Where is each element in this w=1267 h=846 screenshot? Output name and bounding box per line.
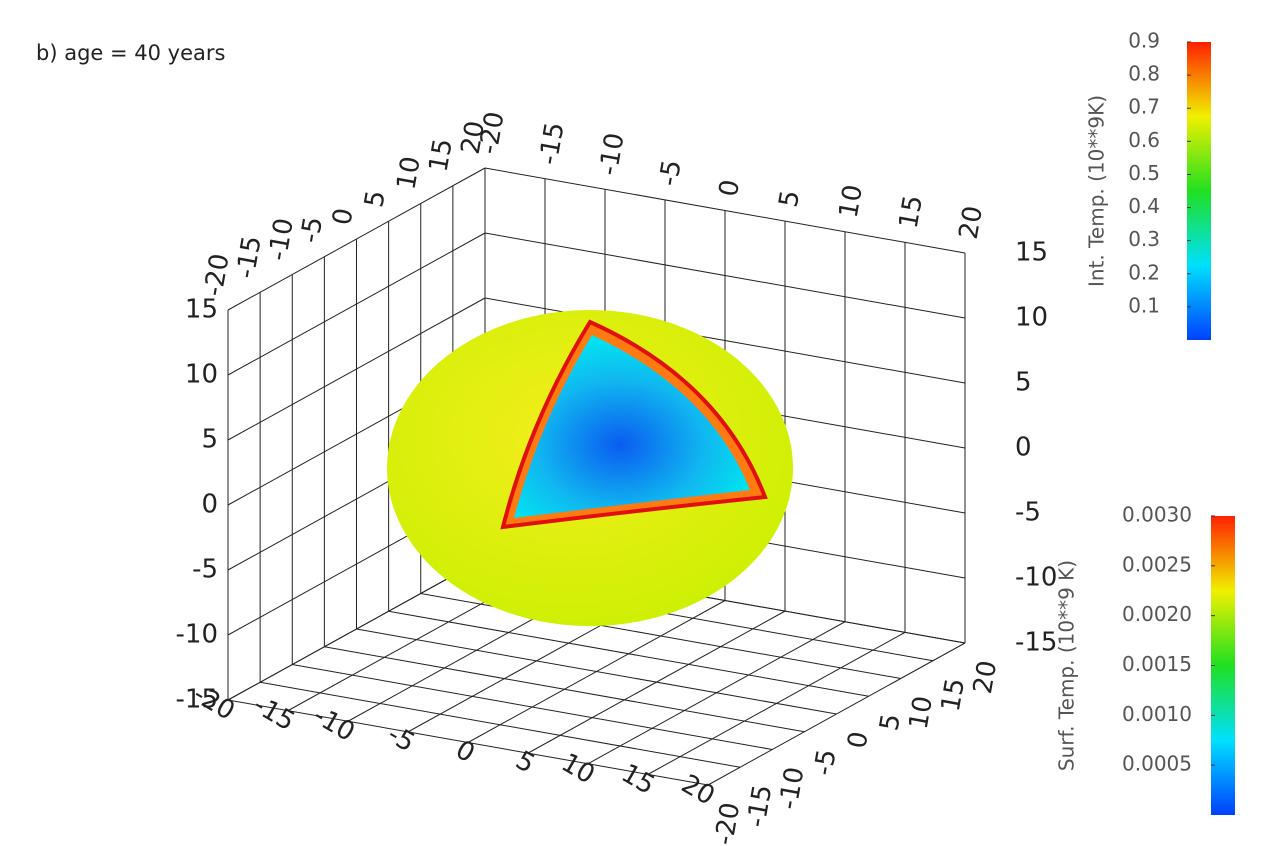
y-tick-label: 0 bbox=[842, 729, 874, 751]
grid-line bbox=[324, 646, 805, 733]
x-tick-label: -15 bbox=[534, 120, 571, 167]
y-tick-label: 5 bbox=[874, 712, 906, 734]
cutaway-core bbox=[514, 335, 750, 518]
x-tick-label: -20 bbox=[474, 109, 511, 156]
y-tick-label: -10 bbox=[774, 765, 811, 812]
colorbar-tick-label: 0.8 bbox=[1128, 62, 1160, 86]
colorbar-tick-label: 0.0015 bbox=[1122, 652, 1192, 676]
x-tick-label: 10 bbox=[556, 748, 600, 791]
colorbar-label: Int. Temp. (10**9K) bbox=[1085, 95, 1109, 287]
grid-line bbox=[356, 628, 837, 715]
y-tick-label: -5 bbox=[295, 215, 329, 246]
z-tick-label: 5 bbox=[201, 425, 218, 455]
chart-title: b) age = 40 years bbox=[36, 41, 225, 65]
y-tick-label: 15 bbox=[424, 136, 459, 174]
grid-line bbox=[292, 664, 773, 750]
grid-line bbox=[227, 557, 486, 701]
y-tick-label: 20 bbox=[968, 658, 1003, 696]
grid-line bbox=[227, 297, 486, 441]
z-tick-label: 5 bbox=[1015, 368, 1032, 398]
axis-labels: -20-20-15-15-10-10-5-50055101015152020-2… bbox=[176, 109, 1058, 846]
x-tick-label: 10 bbox=[834, 182, 869, 220]
colorbar-tick-label: 0.0020 bbox=[1122, 602, 1192, 626]
z-tick-label: 0 bbox=[201, 490, 218, 520]
sphere bbox=[387, 310, 793, 626]
grid-line bbox=[484, 167, 966, 254]
y-tick-label: 10 bbox=[904, 694, 939, 732]
colorbar-tick-label: 0.1 bbox=[1128, 293, 1160, 317]
z-tick-label: 10 bbox=[185, 360, 218, 390]
x-tick-label: 20 bbox=[676, 769, 720, 812]
z-tick-label: 10 bbox=[1015, 303, 1048, 333]
colorbar-tick-label: 0.0030 bbox=[1122, 503, 1192, 527]
y-tick-label: -20 bbox=[199, 251, 236, 298]
z-tick-label: 15 bbox=[1015, 238, 1048, 268]
colorbar-tick-label: 0.2 bbox=[1128, 260, 1160, 284]
grid-line bbox=[484, 232, 966, 319]
colorbar-tick-label: 0.6 bbox=[1128, 128, 1160, 152]
z-tick-label: -5 bbox=[1015, 498, 1041, 528]
x-tick-label: -15 bbox=[248, 690, 300, 737]
x-tick-label: -10 bbox=[308, 701, 360, 748]
colorbar-tick-label: 0.0005 bbox=[1122, 752, 1192, 776]
y-tick-label: 0 bbox=[327, 206, 359, 228]
x-tick-label: -5 bbox=[654, 158, 688, 189]
y-tick-label: -10 bbox=[263, 216, 300, 263]
colorbar-tick-label: 0.7 bbox=[1128, 95, 1160, 119]
y-tick-label: 5 bbox=[359, 188, 391, 210]
colorbar-tick-label: 0.9 bbox=[1128, 29, 1160, 53]
grid-line bbox=[388, 610, 869, 697]
y-tick-label: 20 bbox=[456, 119, 491, 157]
grid-line bbox=[227, 167, 486, 311]
y-tick-label: 10 bbox=[391, 154, 426, 192]
z-tick-label: -10 bbox=[1015, 563, 1057, 593]
y-tick-label: 15 bbox=[936, 676, 971, 714]
x-tick-label: 5 bbox=[774, 188, 806, 210]
y-tick-label: -15 bbox=[741, 783, 778, 830]
y-tick-label: -5 bbox=[809, 747, 843, 778]
x-tick-label: -5 bbox=[382, 719, 419, 758]
y-tick-label: -15 bbox=[231, 234, 268, 281]
colorbar-tick-label: 0.0010 bbox=[1122, 702, 1192, 726]
grid-line bbox=[227, 699, 709, 786]
colorbar-tick-label: 0.5 bbox=[1128, 161, 1160, 185]
grid-line bbox=[260, 681, 741, 768]
colorbar-tick-label: 0.0025 bbox=[1122, 552, 1192, 576]
x-tick-label: -10 bbox=[594, 131, 631, 178]
colorbar bbox=[1187, 42, 1211, 340]
colorbars: 0.1 0.2 0.3 0.4 0.5 0.6 0.7 0.8 0.9 Int. Temp. (1… bbox=[1055, 29, 1235, 815]
colorbar-tick-label: 0.4 bbox=[1128, 194, 1160, 218]
z-tick-label: -10 bbox=[176, 620, 218, 650]
z-tick-label: -15 bbox=[1015, 628, 1057, 658]
z-tick-label: -15 bbox=[176, 685, 218, 715]
y-tick-label: -20 bbox=[709, 800, 746, 846]
x-tick-label: 20 bbox=[954, 204, 989, 242]
x-tick-label: 15 bbox=[616, 758, 660, 801]
x-tick-label: 15 bbox=[894, 193, 929, 231]
z-tick-label: 0 bbox=[1015, 433, 1032, 463]
z-tick-label: -5 bbox=[192, 555, 218, 585]
grid-line bbox=[227, 232, 486, 376]
x-tick-label: 0 bbox=[714, 178, 746, 200]
colorbar-label: Surf. Temp. (10**9 K) bbox=[1055, 560, 1079, 771]
z-tick-label: 15 bbox=[185, 295, 218, 325]
colorbar-tick-label: 0.3 bbox=[1128, 227, 1160, 251]
